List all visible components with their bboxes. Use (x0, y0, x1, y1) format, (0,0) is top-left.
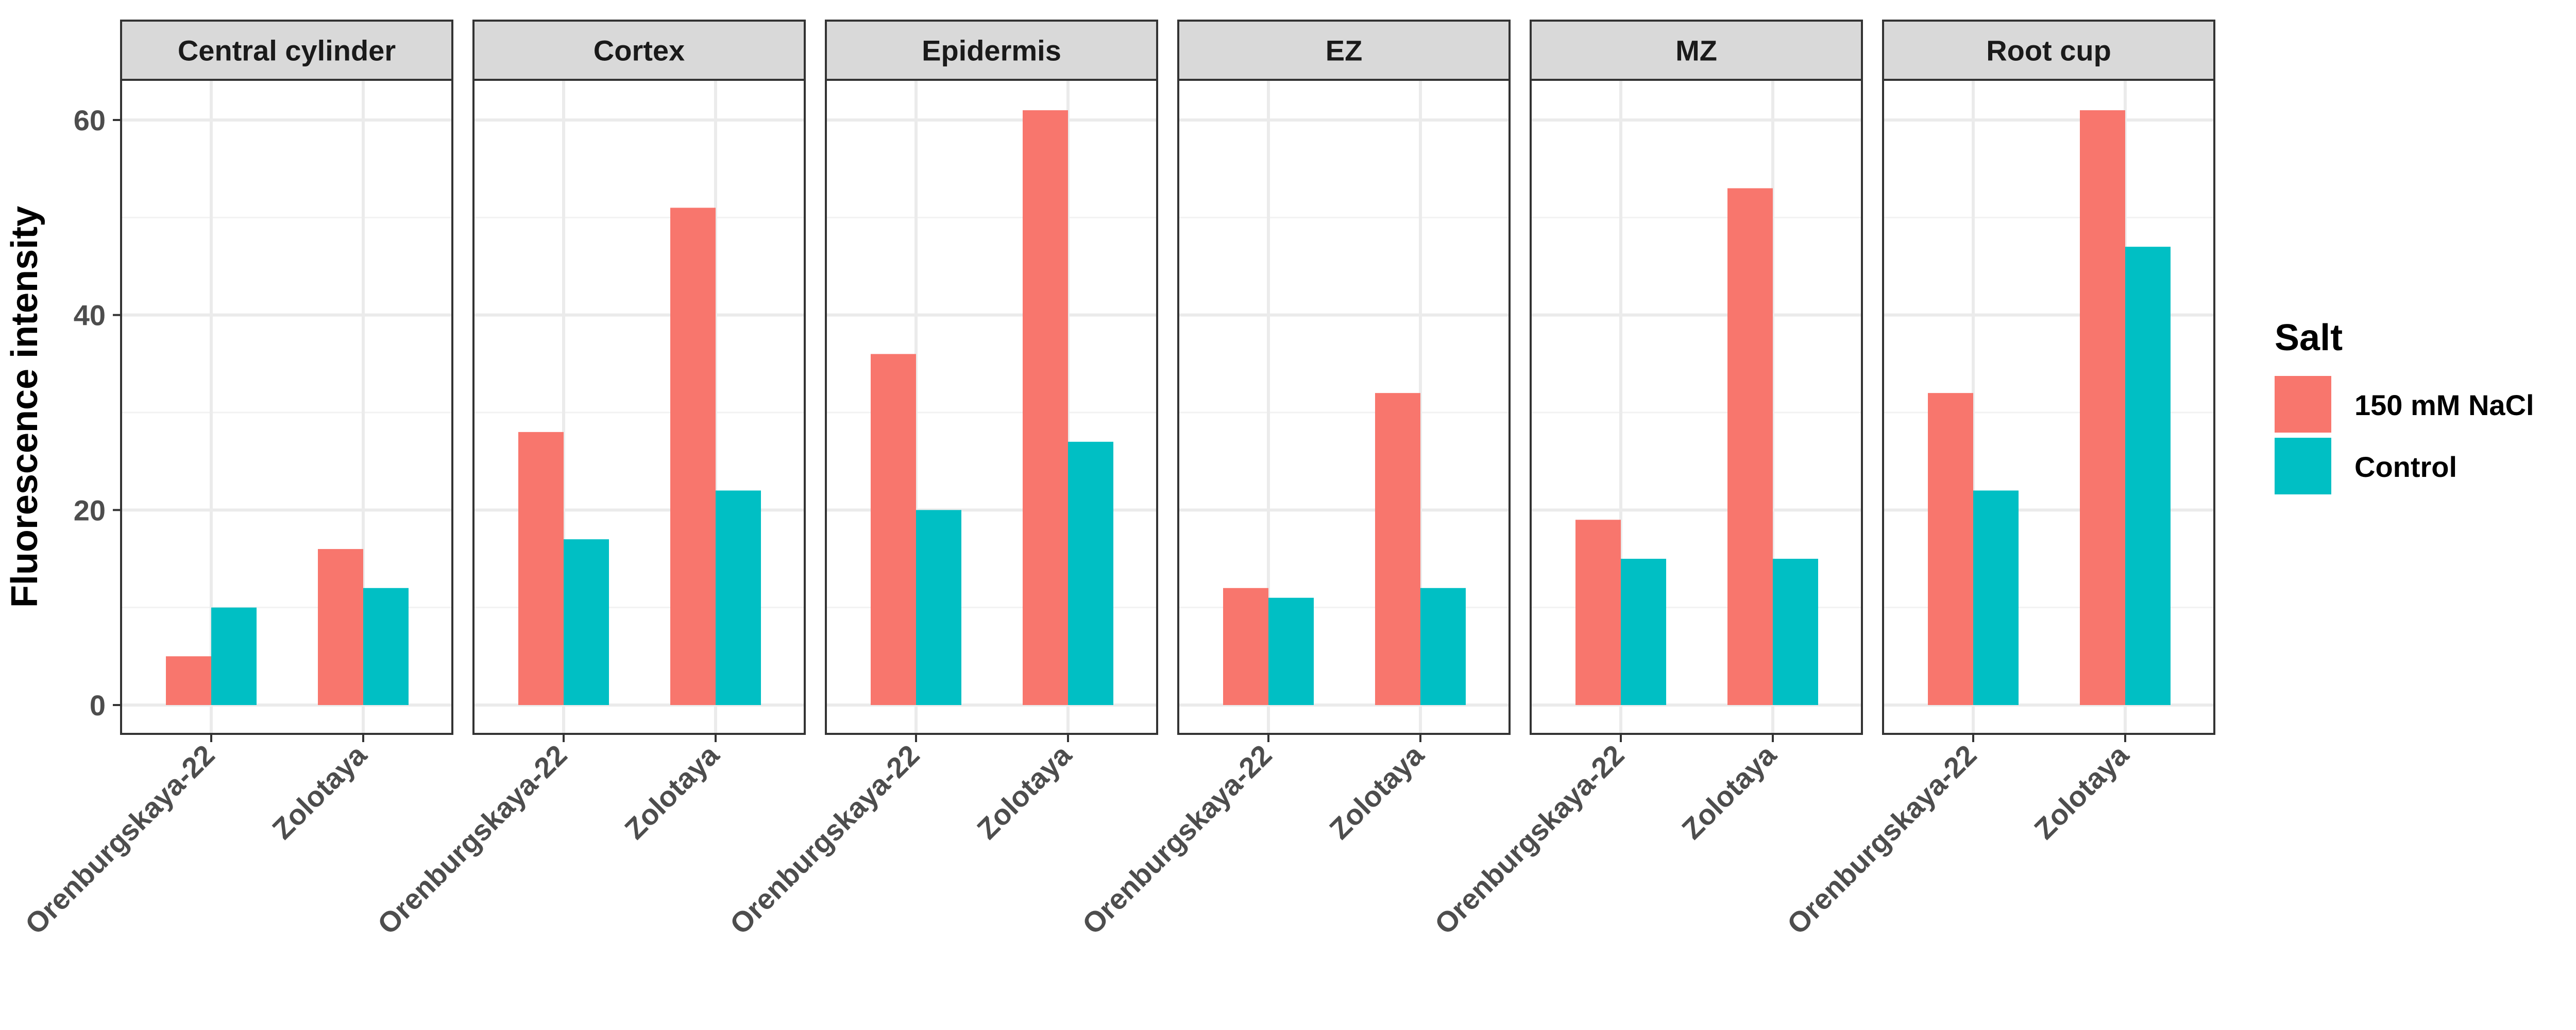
bar-ez-zolotaya-150-mm-nacl (1375, 393, 1420, 705)
bar-ez-orenburgskaya-22-150-mm-nacl (1223, 588, 1268, 705)
bar-cortex-zolotaya-150-mm-nacl (670, 208, 716, 705)
bar-ez-orenburgskaya-22-control (1268, 597, 1314, 705)
facet-label-central-cylinder: Central cylinder (178, 35, 396, 67)
x-tick-label-root-cup-zolotaya: Zolotaya (2028, 738, 2135, 845)
facet-strip-central-cylinder (120, 20, 453, 81)
bar-central-cylinder-zolotaya-control (363, 588, 409, 705)
facet-label-mz: MZ (1675, 35, 1717, 67)
x-tick-label-mz-zolotaya: Zolotaya (1675, 738, 1783, 845)
legend-key-150-mm-nacl (2275, 376, 2331, 433)
legend-key-control (2275, 438, 2331, 494)
legend-label-150-mm-nacl: 150 mM NaCl (2354, 389, 2534, 421)
legend-title: Salt (2275, 317, 2343, 358)
gridlines (121, 80, 2214, 734)
x-tick-label-mz-orenburgskaya-22: Orenburgskaya-22 (1428, 739, 1630, 940)
bar-mz-zolotaya-control (1773, 559, 1818, 705)
bar-central-cylinder-orenburgskaya-22-control (211, 607, 257, 705)
bar-epidermis-zolotaya-150-mm-nacl (1023, 110, 1068, 706)
x-tick-label-epidermis-zolotaya: Zolotaya (971, 738, 1078, 845)
facet-strip-root-cup (1882, 20, 2215, 81)
x-tick-label-cortex-zolotaya: Zolotaya (618, 738, 725, 845)
bar-central-cylinder-zolotaya-150-mm-nacl (318, 549, 363, 705)
x-tick-label-epidermis-orenburgskaya-22: Orenburgskaya-22 (723, 739, 925, 940)
facet-label-ez: EZ (1326, 35, 1363, 67)
x-tick-label-central-cylinder-orenburgskaya-22: Orenburgskaya-22 (19, 739, 221, 940)
y-axis-title: Fluorescence intensity (4, 206, 45, 608)
bar-cortex-orenburgskaya-22-control (564, 539, 609, 705)
x-tick-label-ez-orenburgskaya-22: Orenburgskaya-22 (1076, 739, 1278, 940)
bar-root-cup-orenburgskaya-22-control (1973, 490, 2019, 705)
y-tick-label-40: 40 (74, 299, 106, 332)
bars (166, 110, 2171, 706)
y-tick-label-60: 60 (74, 104, 106, 136)
legend-label-control: Control (2354, 451, 2457, 483)
bar-cortex-orenburgskaya-22-150-mm-nacl (518, 432, 564, 705)
bar-root-cup-orenburgskaya-22-150-mm-nacl (1928, 393, 1973, 705)
facet-label-root-cup: Root cup (1986, 35, 2111, 67)
bar-mz-orenburgskaya-22-control (1621, 559, 1666, 705)
x-tick-label-ez-zolotaya: Zolotaya (1323, 738, 1430, 845)
facet-strip-cortex (472, 20, 806, 81)
bar-mz-orenburgskaya-22-150-mm-nacl (1575, 520, 1621, 705)
facet-strips: Central cylinder Cortex Epidermis EZ MZ Root … (120, 20, 2215, 81)
bar-cortex-zolotaya-control (716, 490, 761, 705)
legend: Salt 150 mM NaCl Control (2275, 317, 2534, 494)
x-tick-label-central-cylinder-zolotaya: Zolotaya (266, 738, 373, 845)
bar-epidermis-orenburgskaya-22-control (916, 510, 961, 705)
x-tick-label-root-cup-orenburgskaya-22: Orenburgskaya-22 (1781, 739, 1982, 940)
facet-label-cortex: Cortex (594, 35, 685, 67)
bar-ez-zolotaya-control (1420, 588, 1466, 705)
bar-epidermis-orenburgskaya-22-150-mm-nacl (871, 354, 916, 705)
y-tick-label-0: 0 (90, 689, 106, 722)
facet-strip-ez (1177, 20, 1511, 81)
bar-root-cup-zolotaya-control (2125, 247, 2171, 706)
bar-epidermis-zolotaya-control (1068, 441, 1113, 705)
x-tick-label-cortex-orenburgskaya-22: Orenburgskaya-22 (371, 739, 573, 940)
y-tick-label-20: 20 (74, 494, 106, 526)
facet-strip-epidermis (825, 20, 1158, 81)
facet-strip-mz (1530, 20, 1863, 81)
bar-mz-zolotaya-150-mm-nacl (1727, 188, 1773, 705)
bar-root-cup-zolotaya-150-mm-nacl (2080, 110, 2125, 706)
bar-central-cylinder-orenburgskaya-22-150-mm-nacl (166, 656, 211, 705)
facet-label-epidermis: Epidermis (922, 35, 1061, 67)
